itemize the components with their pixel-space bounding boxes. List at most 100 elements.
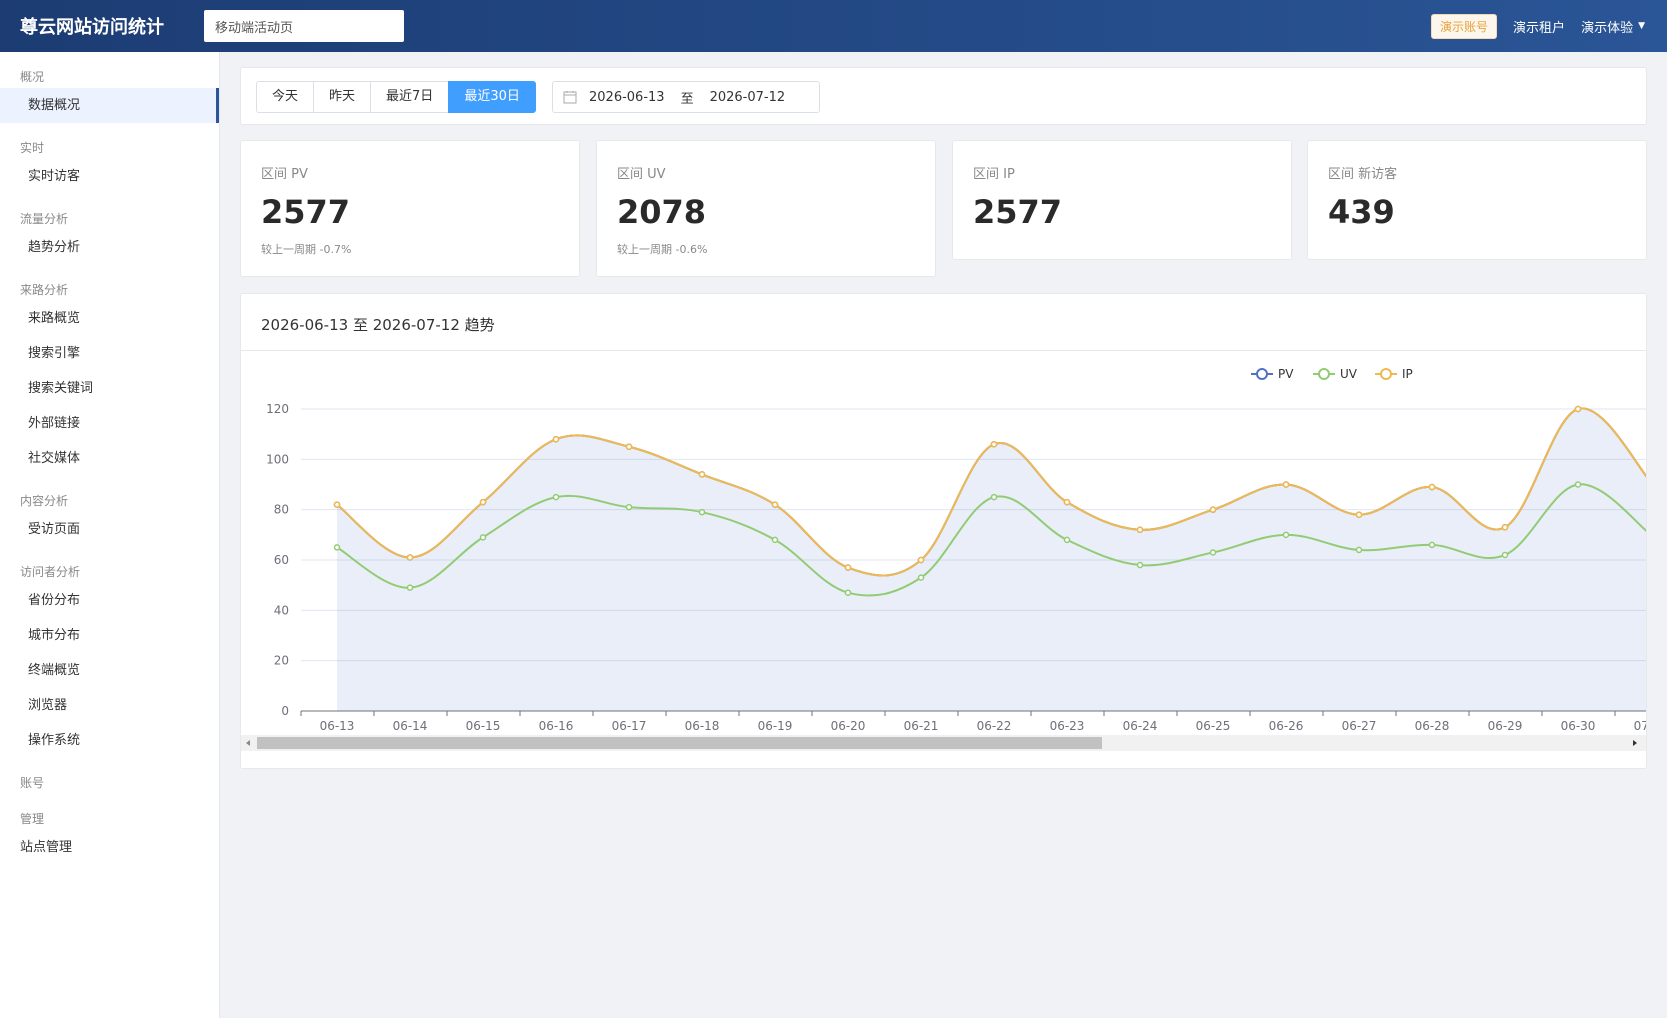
- date-end[interactable]: 2026-07-12: [709, 89, 786, 105]
- sidebar-item[interactable]: 受访页面: [28, 522, 81, 537]
- stat-value: 439: [1328, 193, 1395, 231]
- sidebar-item[interactable]: 实时访客: [28, 169, 81, 184]
- data-point-uv[interactable]: [625, 503, 633, 511]
- x-tick-label: 06-17: [612, 719, 647, 733]
- range-button[interactable]: 最近7日: [370, 81, 450, 113]
- data-point-uv[interactable]: [479, 534, 487, 541]
- range-button-group: 今天 昨天 最近7日 最近30日: [256, 81, 536, 113]
- stat-card-pv: 区间 PV 2577 较上一周期 -0.7%: [240, 140, 580, 277]
- data-point-uv[interactable]: [1355, 546, 1363, 554]
- caret-down-icon: ▼: [1638, 21, 1645, 31]
- data-point-ip[interactable]: [771, 501, 779, 508]
- date-start[interactable]: 2026-06-13: [589, 89, 665, 105]
- legend-symbol: [1256, 368, 1268, 380]
- data-point-uv[interactable]: [698, 508, 706, 516]
- sidebar-item[interactable]: 搜索引擎: [28, 346, 81, 361]
- data-point-ip[interactable]: [917, 556, 925, 564]
- data-point-ip[interactable]: [479, 498, 487, 506]
- data-point-uv[interactable]: [990, 493, 998, 501]
- data-point-uv[interactable]: [333, 544, 341, 551]
- data-point-ip[interactable]: [1428, 483, 1436, 491]
- scrollbar-thumb[interactable]: [257, 737, 1102, 749]
- sidebar-item[interactable]: 站点管理: [20, 840, 73, 855]
- stat-label: 区间 新访客: [1328, 167, 1398, 182]
- sidebar: 概况 数据概况 实时 实时访客 流量分析 趋势分析 来路分析 来路概览 搜索引擎 搜索关键词 外部链…: [0, 52, 220, 1018]
- nav-group-title: 来路分析: [20, 283, 69, 297]
- nav-group-title: 账号: [20, 776, 45, 790]
- user-menu[interactable]: 演示体验 ▼: [1581, 17, 1645, 36]
- data-point-ip[interactable]: [1574, 405, 1582, 413]
- app-logo[interactable]: 尊云网站访问统计: [20, 17, 164, 38]
- data-point-uv[interactable]: [552, 493, 560, 501]
- legend-item-ip[interactable]: IP: [1375, 367, 1413, 381]
- data-point-ip[interactable]: [1355, 511, 1363, 518]
- sidebar-item[interactable]: 浏览器: [28, 698, 68, 713]
- data-point-ip[interactable]: [1501, 524, 1509, 531]
- data-point-uv[interactable]: [1063, 536, 1071, 544]
- legend-label: UV: [1340, 367, 1358, 381]
- sidebar-item[interactable]: 终端概览: [28, 663, 81, 678]
- data-point-ip[interactable]: [1209, 506, 1217, 513]
- sidebar-item[interactable]: 社交媒体: [28, 451, 81, 466]
- divider: [241, 350, 1646, 351]
- trend-chart-card: 2026-06-13 至 2026-07-12 趋势 0 20 40 60 80 100 1…: [240, 293, 1647, 769]
- sidebar-item[interactable]: 趋势分析: [28, 240, 81, 255]
- x-tick-label: 06-15: [466, 719, 501, 733]
- data-point-uv[interactable]: [1574, 481, 1582, 488]
- data-point-uv[interactable]: [844, 589, 852, 596]
- range-button[interactable]: 最近30日: [448, 81, 536, 113]
- data-point-ip[interactable]: [1282, 481, 1290, 488]
- data-point-ip[interactable]: [698, 471, 706, 478]
- sidebar-item[interactable]: 外部链接: [28, 416, 81, 431]
- data-point-ip[interactable]: [406, 554, 414, 561]
- x-tick-label: 06-20: [831, 719, 866, 733]
- data-point-ip[interactable]: [333, 501, 341, 508]
- top-header: 尊云网站访问统计 移动端活动页 演示账号 演示租户 演示体验 ▼: [0, 0, 1667, 52]
- legend-item-pv[interactable]: PV: [1251, 367, 1294, 381]
- pv-area: [337, 408, 1646, 711]
- sidebar-item[interactable]: 操作系统: [28, 733, 81, 748]
- x-tick-label: 06-23: [1050, 719, 1085, 733]
- demo-account-badge[interactable]: 演示账号: [1431, 13, 1498, 39]
- plot-area: [333, 405, 1646, 711]
- range-button[interactable]: 昨天: [313, 81, 372, 113]
- sidebar-item[interactable]: 来路概览: [28, 311, 81, 326]
- stat-compare: 较上一周期 -0.6%: [617, 243, 708, 256]
- x-tick-label: 06-13: [320, 719, 355, 733]
- stat-card-uv: 区间 UV 2078 较上一周期 -0.6%: [596, 140, 936, 277]
- data-point-uv[interactable]: [1209, 549, 1217, 556]
- data-point-uv[interactable]: [1282, 531, 1290, 539]
- data-point-uv[interactable]: [406, 584, 414, 591]
- x-tick-label: 06-24: [1123, 719, 1158, 733]
- data-point-ip[interactable]: [844, 564, 852, 571]
- sidebar-item[interactable]: 城市分布: [28, 628, 81, 643]
- range-button[interactable]: 今天: [256, 81, 315, 113]
- data-point-uv[interactable]: [1501, 551, 1509, 559]
- date-range-picker[interactable]: 2026-06-13 至 2026-07-12: [552, 81, 820, 113]
- data-point-uv[interactable]: [1136, 561, 1144, 569]
- data-point-ip[interactable]: [552, 435, 560, 443]
- x-tick-label: 07-01: [1634, 719, 1646, 733]
- data-point-uv[interactable]: [917, 574, 925, 581]
- sidebar-item[interactable]: 数据概况: [0, 88, 219, 123]
- data-point-ip[interactable]: [1063, 498, 1071, 506]
- stat-value: 2577: [261, 193, 351, 231]
- user-menu-label: 演示体验: [1581, 20, 1634, 36]
- y-tick-label: 120: [266, 402, 289, 416]
- tenant-link[interactable]: 演示租户: [1513, 20, 1566, 36]
- legend-label: PV: [1278, 367, 1294, 381]
- nav-group-title: 实时: [20, 141, 45, 155]
- site-select[interactable]: 移动端活动页: [204, 10, 404, 42]
- sidebar-item[interactable]: 省份分布: [28, 593, 81, 608]
- date-toolbar: 今天 昨天 最近7日 最近30日 2026-06-13 至 2026-07-12: [240, 67, 1647, 125]
- stat-label: 区间 PV: [261, 167, 308, 182]
- data-point-ip[interactable]: [625, 443, 633, 450]
- data-point-uv[interactable]: [1428, 541, 1436, 549]
- data-point-ip[interactable]: [1136, 526, 1144, 534]
- sidebar-item[interactable]: 搜索关键词: [28, 381, 94, 396]
- legend-symbol: [1380, 368, 1392, 380]
- data-point-ip[interactable]: [990, 440, 998, 448]
- data-point-uv[interactable]: [771, 536, 779, 544]
- legend-item-uv[interactable]: UV: [1313, 367, 1358, 381]
- y-tick-label: 80: [274, 503, 289, 517]
